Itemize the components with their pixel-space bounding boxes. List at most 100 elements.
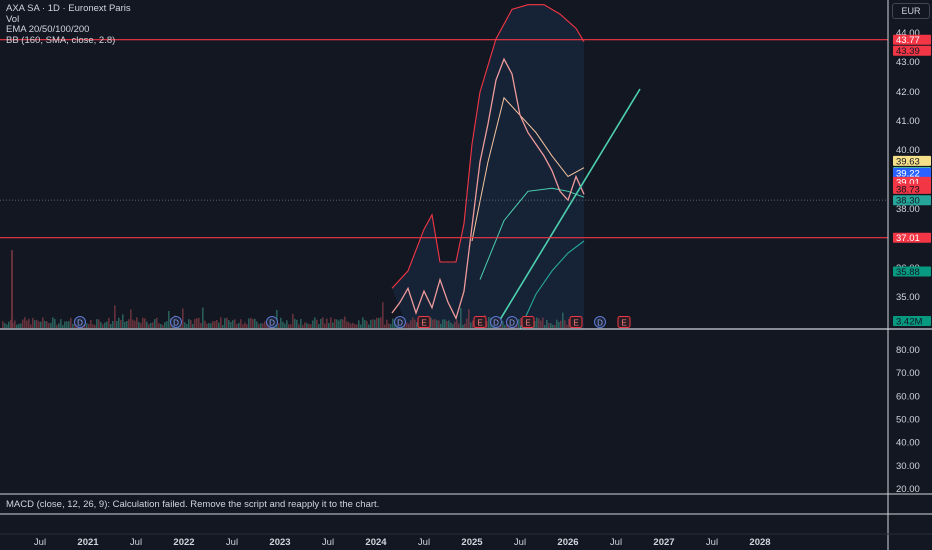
- volume-bar: [368, 324, 370, 328]
- dividend-marker[interactable]: [506, 316, 518, 328]
- time-tick-label: Jul: [34, 537, 46, 548]
- volume-bar: [164, 322, 166, 328]
- volume-bar: [294, 318, 296, 328]
- dividend-marker[interactable]: [74, 316, 86, 328]
- time-tick-label: 2023: [269, 537, 290, 548]
- volume-bar: [254, 318, 256, 328]
- volume-bar: [288, 324, 290, 328]
- volume-bar: [358, 320, 360, 328]
- volume-bar: [258, 324, 260, 328]
- price-tick-label: 43.00: [896, 57, 920, 68]
- bollinger-upper-line: [391, 4, 585, 289]
- volume-bar: [30, 324, 32, 328]
- volume-bar: [208, 323, 210, 328]
- volume-bar: [138, 321, 140, 328]
- volume-bar: [216, 320, 218, 328]
- earnings-marker-label: E: [477, 319, 482, 328]
- volume-indicator-label[interactable]: Vol: [6, 13, 20, 25]
- series-lines: [391, 4, 641, 330]
- bollinger-indicator-label[interactable]: BB (160, SMA, close, 2.8): [6, 34, 116, 46]
- volume-bar: [10, 319, 12, 328]
- volume-bar: [406, 322, 408, 328]
- time-tick-label: 2022: [173, 537, 194, 548]
- price-badge: [893, 34, 931, 45]
- volume-bar: [226, 317, 228, 328]
- volume-bar: [298, 324, 300, 328]
- volume-bar: [214, 321, 216, 328]
- dividend-marker[interactable]: [266, 316, 278, 328]
- volume-tick-label: 40.00: [896, 438, 920, 449]
- volume-bar: [282, 321, 284, 328]
- volume-bar: [62, 324, 64, 328]
- volume-bar: [114, 305, 116, 328]
- volume-bar: [72, 323, 74, 328]
- volume-bar: [324, 323, 326, 328]
- dividend-marker-label: D: [173, 319, 179, 328]
- volume-bar: [322, 317, 324, 328]
- earnings-marker[interactable]: [569, 316, 583, 328]
- volume-bar: [536, 317, 538, 328]
- trendline[interactable]: [495, 88, 641, 327]
- dividend-marker[interactable]: [490, 316, 502, 328]
- volume-bar: [430, 317, 432, 328]
- volume-bar: [460, 308, 462, 328]
- volume-bar: [218, 322, 220, 328]
- price-tick-label: 40.00: [896, 145, 920, 156]
- volume-bar: [132, 319, 134, 328]
- volume-bar: [228, 320, 230, 328]
- volume-bar: [206, 323, 208, 328]
- earnings-marker[interactable]: [617, 316, 631, 328]
- volume-bar: [110, 324, 112, 328]
- time-tick-label: 2028: [749, 537, 770, 548]
- volume-bar: [388, 323, 390, 328]
- volume-bar: [248, 318, 250, 328]
- volume-bar: [192, 323, 194, 328]
- volume-bar: [134, 320, 136, 328]
- volume-bar: [546, 319, 548, 328]
- volume-bar: [52, 317, 54, 328]
- volume-bar: [370, 319, 372, 328]
- currency-button[interactable]: EUR: [892, 3, 930, 19]
- volume-bar: [454, 321, 456, 328]
- volume-bar: [20, 323, 22, 328]
- earnings-marker[interactable]: [417, 316, 431, 328]
- volume-bar: [354, 324, 356, 328]
- volume-bar: [224, 318, 226, 328]
- volume-bar: [472, 320, 474, 328]
- time-tick-label: Jul: [610, 537, 622, 548]
- price-badge-label: 35.88: [896, 267, 920, 278]
- dividend-marker[interactable]: [170, 316, 182, 328]
- earnings-marker[interactable]: [521, 316, 535, 328]
- volume-bar: [346, 321, 348, 328]
- ema-fast-line: [471, 96, 585, 242]
- price-badge-label: 43.39: [896, 46, 920, 57]
- volume-bar: [506, 323, 508, 328]
- symbol-title[interactable]: AXA SA · 1D · Euronext Paris: [6, 3, 131, 14]
- volume-bar: [544, 325, 546, 328]
- dividend-marker[interactable]: [594, 316, 606, 328]
- earnings-marker-label: E: [525, 319, 530, 328]
- price-tick-label: 38.00: [896, 204, 920, 215]
- time-tick-label: Jul: [226, 537, 238, 548]
- dividend-marker-label: D: [77, 319, 83, 328]
- price-badge-label: 37.01: [896, 233, 920, 244]
- volume-bar: [468, 309, 470, 328]
- volume-bar: [240, 319, 242, 328]
- volume-bar: [148, 324, 150, 328]
- ema-indicator-label[interactable]: EMA 20/50/100/200: [6, 24, 90, 35]
- volume-bar: [94, 324, 96, 328]
- volume-bar: [108, 317, 110, 328]
- volume-bar: [542, 317, 544, 328]
- volume-bar: [330, 317, 332, 328]
- volume-bar: [202, 307, 204, 328]
- volume-bar: [238, 322, 240, 328]
- horizontal-levels[interactable]: [0, 39, 888, 239]
- earnings-marker[interactable]: [473, 316, 487, 328]
- volume-bar: [146, 321, 148, 328]
- bollinger-band-area: [392, 4, 584, 329]
- dividend-marker[interactable]: [394, 316, 406, 328]
- volume-bar: [14, 320, 16, 328]
